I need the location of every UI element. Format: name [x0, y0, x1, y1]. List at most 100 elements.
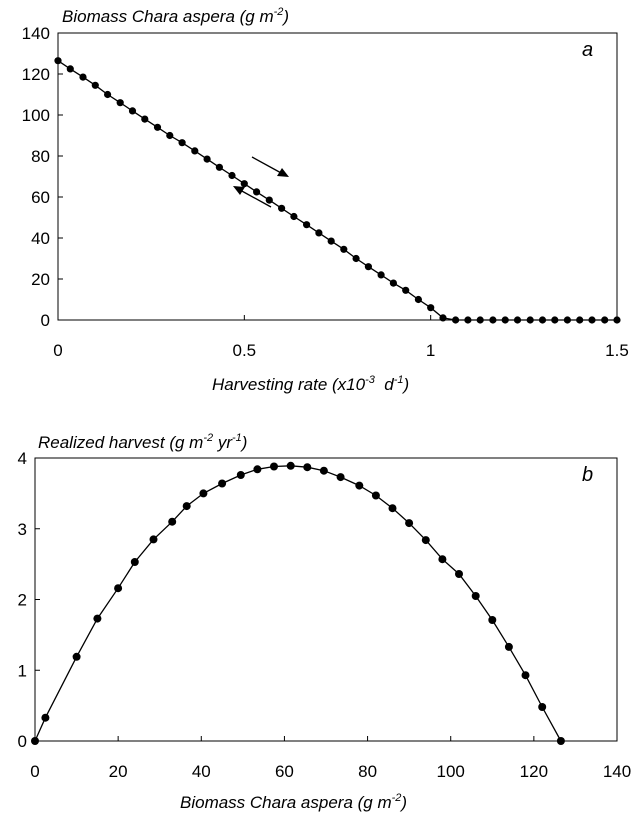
data-point: [114, 584, 123, 593]
data-point: [66, 65, 74, 73]
data-point: [327, 237, 335, 245]
data-point: [352, 254, 360, 263]
data-point: [72, 652, 81, 661]
data-point: [303, 463, 312, 472]
data-point: [414, 295, 422, 304]
data-point: [166, 131, 174, 140]
data-point: [319, 466, 328, 475]
y-tick-label: 60: [31, 188, 50, 207]
data-point: [215, 163, 223, 171]
x-tick-label: 20: [109, 762, 128, 781]
data-point: [439, 314, 447, 322]
y-tick-label: 80: [31, 147, 50, 166]
data-point: [504, 642, 513, 651]
data-point: [286, 461, 295, 470]
data-point: [556, 737, 565, 745]
data-point: [464, 316, 472, 324]
x-tick-label: 60: [275, 762, 294, 781]
panel-a: Biomass Chara aspera (g m-2) a 0 20 40 60 80…: [22, 6, 629, 394]
x-tick-label: 1: [426, 341, 435, 360]
x-tick-label: 140: [603, 762, 631, 781]
data-point: [427, 304, 435, 312]
data-point: [521, 671, 530, 680]
panel-b-label: b: [582, 464, 593, 486]
x-tick-label: 80: [358, 762, 377, 781]
arrow-forward: [251, 156, 289, 177]
data-point: [182, 502, 191, 511]
y-tick-label: 100: [22, 106, 50, 125]
data-point: [91, 81, 99, 89]
data-point: [421, 536, 430, 545]
data-point: [199, 489, 208, 498]
data-point: [116, 99, 124, 107]
x-tick-label: 1.5: [605, 341, 629, 360]
panel-b-series: [31, 461, 565, 745]
data-point: [178, 139, 186, 147]
series-line: [57, 60, 617, 321]
data-point: [371, 491, 380, 500]
data-point: [402, 286, 410, 294]
data-point: [455, 570, 463, 578]
data-point: [141, 115, 149, 123]
data-point: [388, 504, 397, 513]
data-point: [377, 271, 385, 279]
data-point: [153, 123, 162, 131]
data-point: [538, 703, 547, 711]
data-point: [240, 180, 248, 188]
series-line: [34, 465, 562, 742]
y-tick-label: 20: [31, 270, 50, 289]
data-point: [489, 316, 497, 324]
data-point: [364, 263, 372, 271]
y-tick-label: 140: [22, 24, 50, 43]
data-point: [588, 316, 596, 324]
data-point: [336, 473, 345, 482]
data-point: [488, 616, 497, 624]
data-point: [526, 316, 534, 324]
data-point: [355, 481, 364, 490]
panel-a-series: [54, 57, 621, 324]
x-tick-label: 0.5: [233, 341, 257, 360]
x-tick-label: 100: [437, 762, 465, 781]
data-point: [452, 316, 460, 324]
y-tick-label: 3: [18, 520, 27, 539]
data-point: [315, 229, 323, 237]
panel-b-plot-frame: [34, 457, 618, 742]
data-point: [471, 592, 480, 600]
data-point: [228, 171, 236, 180]
y-tick-label: 40: [31, 229, 50, 248]
y-tick-label: 2: [18, 591, 27, 610]
data-point: [130, 558, 139, 566]
data-point: [54, 57, 62, 65]
panel-a-label: a: [582, 39, 593, 61]
panel-a-plot-frame: [57, 32, 618, 321]
panel-b-y-title: Realized harvest (g m-2 yr-1): [38, 432, 247, 452]
data-point: [438, 555, 447, 564]
panel-b-x-title: Biomass Chara aspera (g m-2): [180, 792, 407, 812]
y-tick-label: 0: [41, 311, 50, 330]
data-point: [253, 465, 262, 474]
arrow-backward: [233, 186, 272, 208]
data-point: [31, 737, 39, 745]
data-point: [203, 155, 211, 163]
data-point: [340, 245, 348, 253]
data-point: [513, 316, 522, 324]
x-tick-label: 120: [520, 762, 548, 781]
data-point: [270, 462, 278, 471]
data-point: [79, 73, 87, 81]
x-tick-label: 40: [192, 762, 211, 781]
data-point: [290, 212, 298, 221]
data-point: [563, 316, 572, 324]
data-point: [149, 535, 158, 544]
data-point: [265, 196, 273, 204]
data-point: [104, 90, 112, 99]
data-point: [501, 316, 509, 324]
y-tick-label: 0: [18, 732, 27, 751]
data-point: [405, 519, 414, 528]
data-point: [576, 316, 584, 324]
data-point: [236, 471, 245, 479]
panel-a-y-title: Biomass Chara aspera (g m-2): [62, 6, 289, 26]
y-tick-label: 120: [22, 65, 50, 84]
x-tick-label: 0: [53, 341, 62, 360]
